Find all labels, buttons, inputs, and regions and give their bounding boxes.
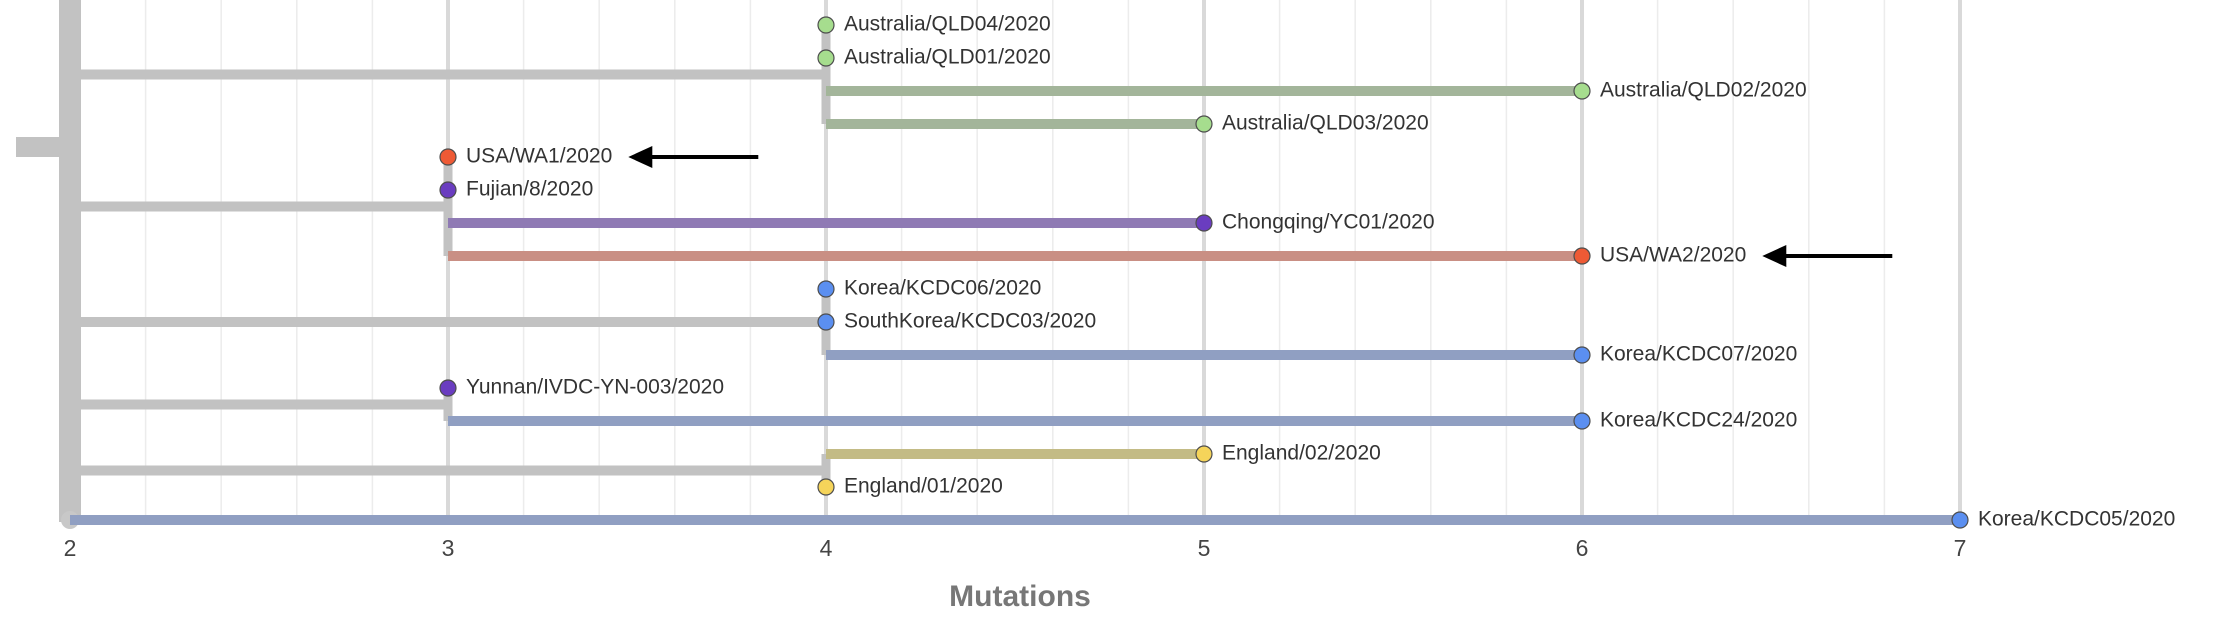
x-axis: 2 3 4 5 6 7: [64, 535, 1967, 561]
tip-node: [1951, 511, 1969, 529]
tip-node: [1573, 247, 1591, 265]
x-axis-title: Mutations: [949, 580, 1091, 613]
tip-node: [439, 181, 457, 199]
tip-label: Chongqing/YC01/2020: [1222, 211, 1435, 234]
tip-node: [817, 313, 835, 331]
tip-node: [1573, 346, 1591, 364]
tip-node: [1195, 214, 1213, 232]
tip-node: [439, 148, 457, 166]
arrow-head: [1762, 245, 1787, 267]
tip-label: SouthKorea/KCDC03/2020: [844, 310, 1096, 333]
tip-label: Australia/QLD01/2020: [844, 46, 1051, 69]
x-tick-label: 4: [820, 535, 833, 561]
tip-label: Korea/KCDC24/2020: [1600, 409, 1797, 432]
tip-label: USA/WA1/2020: [466, 145, 612, 168]
x-tick-label: 7: [1954, 535, 1967, 561]
tip-label: Australia/QLD04/2020: [844, 13, 1051, 36]
tree-branches: [16, 0, 1960, 529]
x-tick-label: 5: [1198, 535, 1211, 561]
tip-node: [817, 280, 835, 298]
tip-label: USA/WA2/2020: [1600, 244, 1746, 267]
x-tick-label: 3: [442, 535, 455, 561]
tip-node: [1195, 115, 1213, 133]
tip-label: Korea/KCDC06/2020: [844, 277, 1041, 300]
arrow-head: [628, 146, 653, 168]
annotation-arrows: [628, 146, 1893, 267]
x-tick-label: 2: [64, 535, 77, 561]
tip-label: England/01/2020: [844, 475, 1003, 498]
tip-node: [1195, 445, 1213, 463]
tip-node: [439, 379, 457, 397]
x-tick-label: 6: [1576, 535, 1589, 561]
tree-tips: Australia/QLD04/2020 Australia/QLD01/2020…: [439, 13, 2175, 531]
tip-label: Australia/QLD02/2020: [1600, 79, 1807, 102]
tip-label: England/02/2020: [1222, 442, 1381, 465]
tip-label: Fujian/8/2020: [466, 178, 593, 201]
tip-label: Australia/QLD03/2020: [1222, 112, 1429, 135]
tip-node: [1573, 412, 1591, 430]
tip-node: [817, 49, 835, 67]
tip-node: [817, 16, 835, 34]
tip-node: [817, 478, 835, 496]
tip-node: [1573, 82, 1591, 100]
tip-label: Yunnan/IVDC-YN-003/2020: [466, 376, 724, 399]
tip-label: Korea/KCDC05/2020: [1978, 508, 2175, 531]
tip-label: Korea/KCDC07/2020: [1600, 343, 1797, 366]
